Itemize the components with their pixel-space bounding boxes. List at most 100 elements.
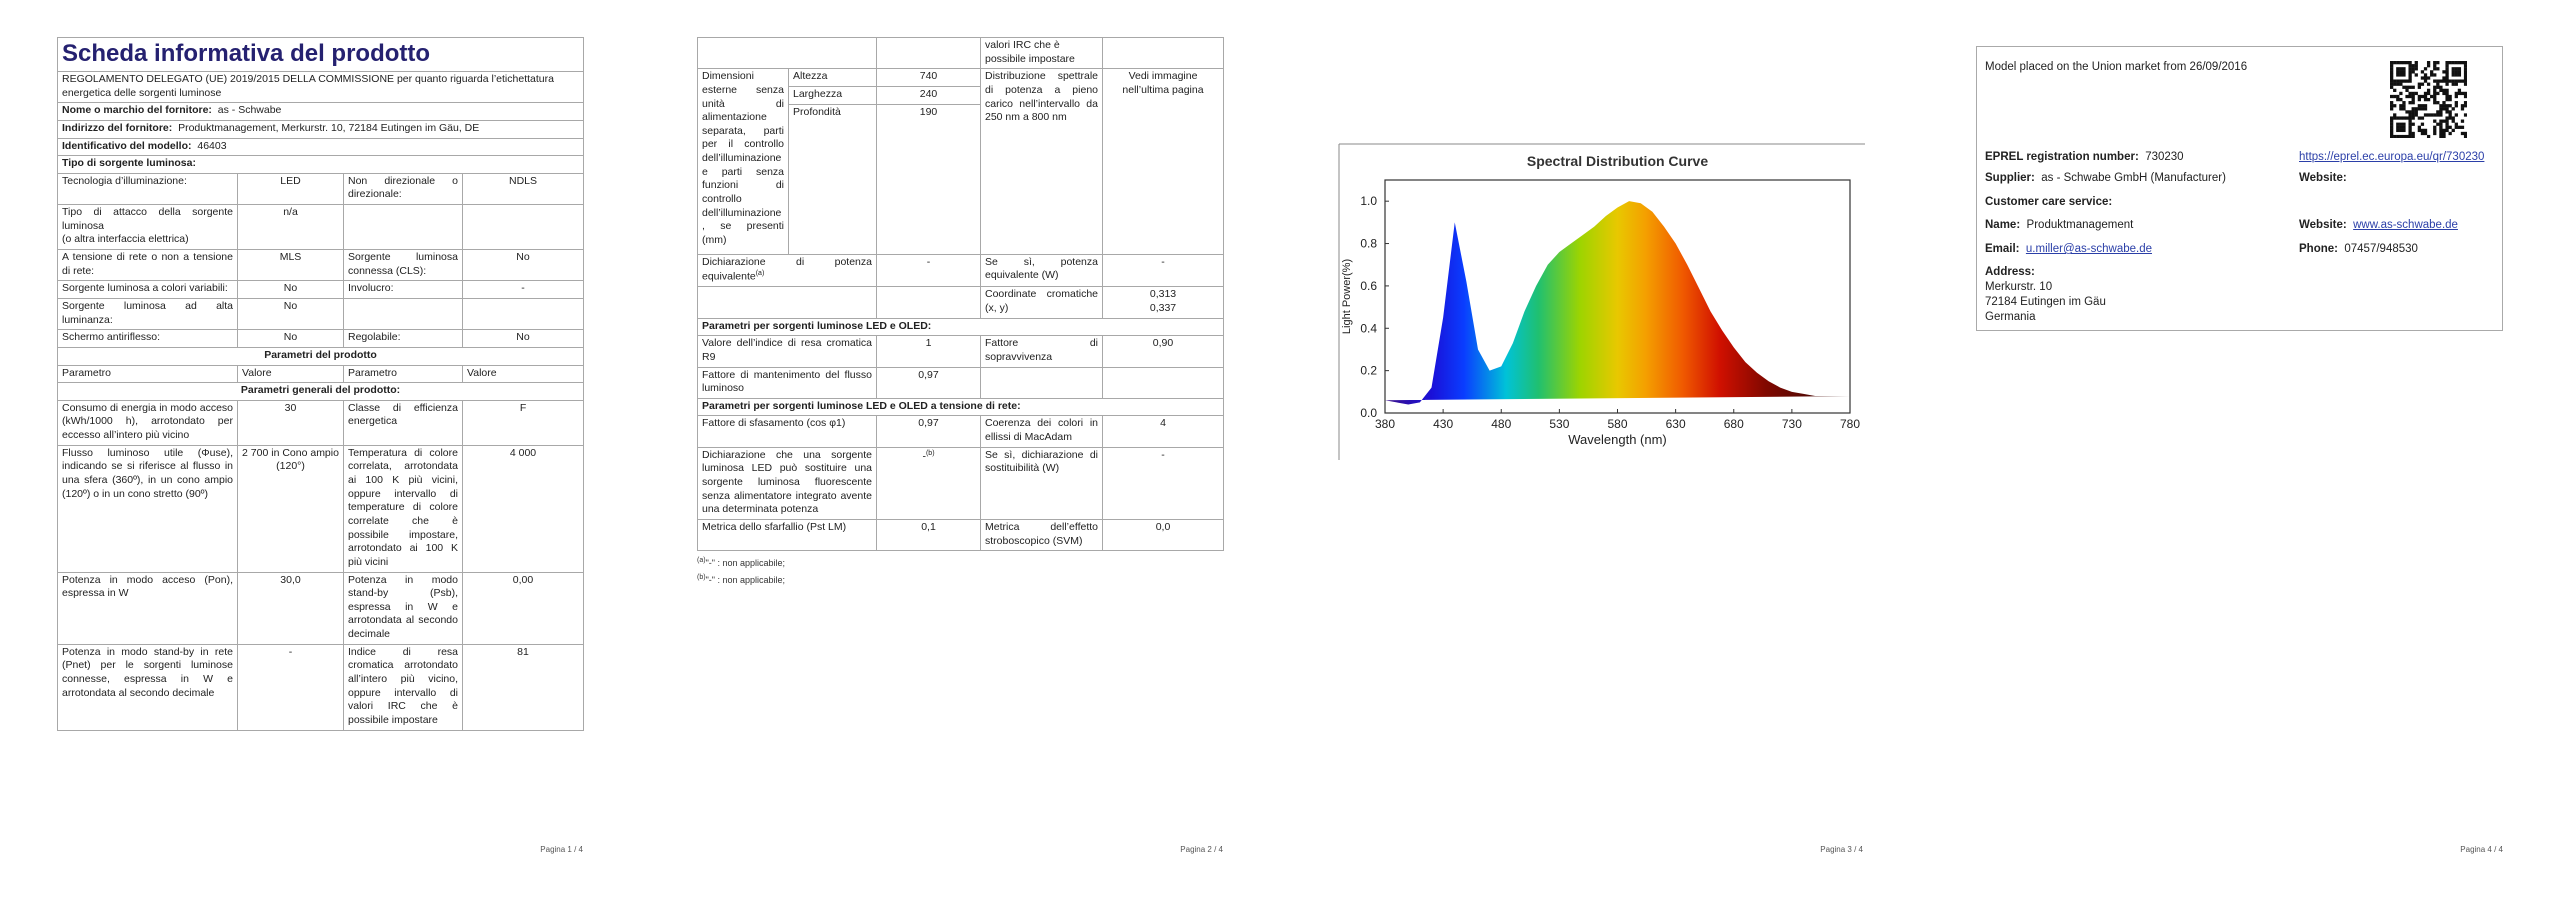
- qr-module: [2433, 113, 2437, 117]
- qr-module: [2426, 97, 2431, 102]
- qr-module: [2448, 79, 2452, 83]
- table-cell: Parametri per sorgenti luminose LED e OL…: [697, 397, 1224, 417]
- qr-module: [2402, 85, 2406, 89]
- field-value: 46403: [197, 139, 227, 152]
- qr-module: [2390, 76, 2394, 80]
- qr-module: [2408, 101, 2412, 105]
- qr-module: [2451, 73, 2455, 77]
- qr-module: [2414, 110, 2418, 114]
- customer-care-row: Customer care service:: [1985, 196, 2112, 208]
- qr-module: [2411, 122, 2415, 126]
- table-cell: Nome o marchio del fornitore: as - Schwa…: [57, 102, 585, 121]
- eprel-row: EPREL registration number: 730230: [1985, 151, 2184, 163]
- table-cell: [343, 297, 463, 331]
- qr-module: [2399, 61, 2403, 65]
- qr-module: [2405, 85, 2409, 89]
- qr-module: [2442, 104, 2446, 108]
- qr-module: [2445, 79, 2449, 83]
- table-row: Coordinate cromatiche (x, y) 0,313 0,337: [697, 286, 1224, 319]
- qr-module: [2420, 131, 2425, 136]
- table-row: Potenza in modo acceso (Pon), espressa i…: [57, 571, 585, 645]
- qr-module: [2417, 94, 2421, 99]
- table-cell: Altezza: [788, 68, 877, 87]
- qr-module: [2445, 122, 2449, 126]
- qr-module: [2390, 61, 2394, 65]
- cell-text: -: [922, 450, 926, 463]
- qr-module: [2433, 79, 2437, 83]
- table-cell: [876, 286, 981, 319]
- website-link[interactable]: www.as-schwabe.de: [2353, 219, 2458, 231]
- table-row: Parametri per sorgenti luminose LED e OL…: [697, 397, 1224, 417]
- qr-module: [2426, 88, 2431, 92]
- table-cell: Temperatura di colore correlata, arroton…: [343, 444, 463, 573]
- field-label: Identificativo del modello:: [62, 139, 192, 152]
- footnote-mark: (b): [925, 449, 935, 457]
- tbody-element: Scheda informativa del prodotto REGOLAMEN…: [57, 37, 585, 731]
- qr-module: [2436, 110, 2440, 114]
- qr-module: [2430, 73, 2434, 77]
- qr-module: [2451, 79, 2455, 83]
- field-label: Indirizzo del fornitore:: [62, 121, 173, 134]
- eprel-link[interactable]: https://eprel.ec.europa.eu/qr/730230: [2299, 151, 2485, 163]
- table-cell: Larghezza: [788, 85, 877, 105]
- qr-module: [2393, 134, 2397, 138]
- qr-module: [2411, 116, 2415, 120]
- qr-module: [2411, 94, 2415, 99]
- cell-line: 0,337: [1149, 301, 1177, 314]
- value: 730230: [2145, 151, 2184, 163]
- y-tick-label: 0.0: [1360, 406, 1377, 420]
- cell-text: Dichiarazione di potenza equivalente: [702, 255, 872, 283]
- qr-module: [2457, 125, 2462, 129]
- table-cell: Coordinate cromatiche (x, y): [980, 286, 1103, 319]
- qr-module: [2430, 113, 2434, 117]
- qr-module: [2433, 128, 2437, 133]
- qr-module: [2439, 122, 2443, 126]
- qr-module: [2408, 67, 2412, 71]
- qr-module: [2463, 61, 2467, 65]
- footnote: (b)"-" : non applicabile;: [697, 572, 1227, 588]
- qr-module: [2417, 85, 2421, 89]
- email-link[interactable]: u.miller@as-schwabe.de: [2025, 243, 2152, 255]
- qr-module: [2463, 91, 2467, 96]
- x-tick-label: 780: [1840, 417, 1860, 431]
- supplier-website-row: Website:: [2299, 172, 2347, 184]
- page-footer: Pagina 3 / 4: [1820, 845, 1863, 854]
- qr-module: [2423, 91, 2428, 96]
- qr-module: [2402, 104, 2406, 108]
- qr-module: [2411, 113, 2415, 117]
- qr-module: [2436, 79, 2440, 83]
- page-1-table-frame: Scheda informativa del prodotto REGOLAMEN…: [57, 37, 587, 821]
- table-row: Identificativo del modello: 46403: [57, 137, 585, 157]
- qr-module: [2436, 67, 2440, 71]
- table-cell: A tensione di rete o non a tensione di r…: [57, 249, 238, 282]
- qr-module: [2442, 88, 2446, 92]
- qr-module: [2399, 97, 2403, 102]
- qr-module: [2448, 116, 2452, 120]
- email-row: Email: u.miller@as-schwabe.de: [1985, 243, 2152, 255]
- qr-module: [2463, 79, 2467, 83]
- qr-module: [2411, 64, 2415, 68]
- table-row: Parametri per sorgenti luminose LED e OL…: [697, 317, 1224, 337]
- qr-module: [2402, 79, 2406, 83]
- qr-module: [2454, 101, 2458, 105]
- qr-module: [2442, 76, 2446, 80]
- qr-module: [2448, 104, 2452, 108]
- qr-module: [2451, 67, 2455, 71]
- qr-module: [2430, 94, 2434, 99]
- qr-module: [2408, 131, 2412, 136]
- qr-module: [2417, 128, 2421, 133]
- qr-module: [2445, 61, 2449, 65]
- qr-module: [2423, 97, 2428, 102]
- qr-module: [2408, 122, 2412, 126]
- qr-module: [2408, 116, 2412, 120]
- x-tick-label: 630: [1666, 417, 1686, 431]
- qr-module: [2448, 113, 2452, 117]
- table-cell: Indice di resa cromatica arrotondato all…: [343, 643, 463, 731]
- qr-module: [2445, 73, 2449, 77]
- qr-module: [2408, 94, 2412, 99]
- qr-module: [2423, 94, 2428, 99]
- table-cell: 4 000: [461, 444, 585, 573]
- qr-module: [2396, 67, 2400, 71]
- table-cell: [980, 366, 1103, 399]
- qr-module: [2399, 125, 2403, 129]
